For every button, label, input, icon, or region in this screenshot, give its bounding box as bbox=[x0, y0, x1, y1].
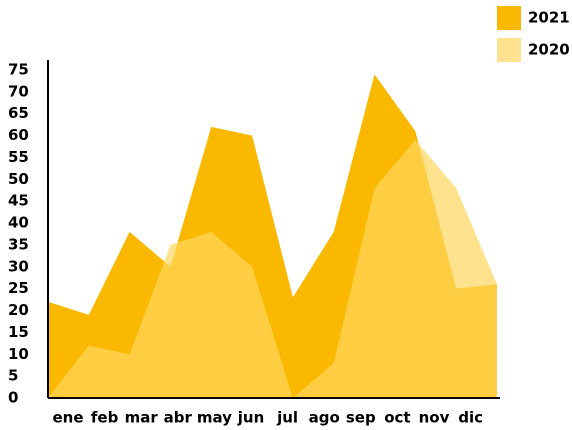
y-tick-label: 75 bbox=[8, 61, 29, 79]
y-tick-label: 10 bbox=[8, 345, 29, 363]
x-tick-label: oct bbox=[384, 409, 410, 427]
x-tick-label: may bbox=[197, 409, 232, 427]
x-tick-label: jul bbox=[276, 409, 298, 427]
x-tick-label: ene bbox=[52, 409, 83, 427]
y-tick-label: 65 bbox=[8, 104, 29, 122]
x-tick-label: feb bbox=[91, 409, 119, 427]
legend-swatch bbox=[497, 38, 521, 62]
y-tick-label: 70 bbox=[8, 82, 29, 100]
y-tick-label: 60 bbox=[8, 126, 29, 144]
x-tick-label: abr bbox=[164, 409, 193, 427]
y-tick-label: 0 bbox=[8, 389, 18, 407]
legend-label: 2021 bbox=[528, 9, 570, 27]
y-tick-label: 55 bbox=[8, 148, 29, 166]
y-tick-label: 25 bbox=[8, 279, 29, 297]
y-tick-label: 40 bbox=[8, 214, 29, 232]
y-tick-label: 35 bbox=[8, 235, 29, 253]
y-tick-label: 20 bbox=[8, 301, 29, 319]
legend-swatch bbox=[497, 6, 521, 30]
legend-label: 2020 bbox=[528, 41, 570, 59]
x-tick-label: ago bbox=[309, 409, 340, 427]
y-tick-label: 45 bbox=[8, 192, 29, 210]
x-tick-label: dic bbox=[458, 409, 483, 427]
x-tick-label: mar bbox=[125, 409, 159, 427]
y-tick-label: 50 bbox=[8, 170, 29, 188]
y-tick-label: 30 bbox=[8, 257, 29, 275]
x-tick-label: jun bbox=[237, 409, 265, 427]
y-tick-label: 5 bbox=[8, 367, 18, 385]
area bbox=[48, 139, 497, 398]
y-tick-label: 15 bbox=[8, 323, 29, 341]
x-tick-label: sep bbox=[346, 409, 376, 427]
x-tick-label: nov bbox=[419, 409, 450, 427]
